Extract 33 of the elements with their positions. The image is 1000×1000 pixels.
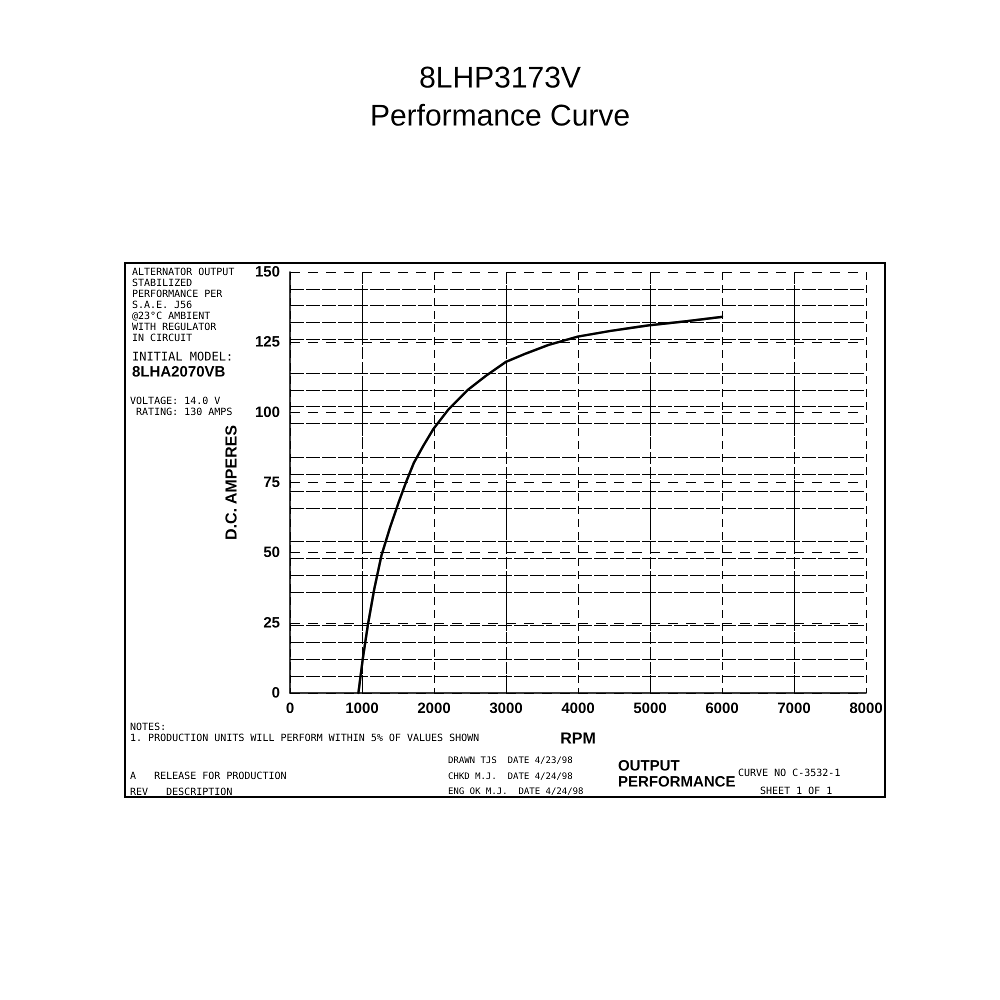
x-tick-label: 0 bbox=[286, 700, 294, 717]
text: SHEET 1 OF 1 bbox=[760, 786, 832, 797]
y-tick-label: 125 bbox=[254, 334, 280, 351]
y-tick-label: 0 bbox=[272, 684, 280, 702]
y-tick-label: 75 bbox=[263, 474, 280, 491]
chart-title: 8LHP3173V bbox=[419, 62, 581, 94]
x-tick-label: 4000 bbox=[561, 700, 595, 717]
y-tick-label: 100 bbox=[254, 404, 280, 421]
y-tick-label: 150 bbox=[254, 264, 280, 280]
text: NOTES: 1. PRODUCTION UNITS WILL PERFORM WITHIN 5% OF VALUES SHOWN bbox=[130, 722, 480, 744]
y-axis-title: D.C. AMPERES bbox=[224, 424, 240, 540]
text: A RELEASE FOR PRODUCTION bbox=[130, 771, 287, 782]
x-axis-title: RPM bbox=[560, 730, 596, 748]
text: INITIAL MODEL: bbox=[132, 350, 234, 364]
x-tick-label: 3000 bbox=[489, 700, 523, 717]
text: VOLTAGE: 14.0 V RATING: 130 AMPS bbox=[130, 396, 232, 418]
text: REV DESCRIPTION bbox=[130, 787, 232, 798]
text: ENG OK M.J. DATE 4/24/98 bbox=[448, 787, 584, 797]
x-tick-label: 1000 bbox=[345, 700, 379, 717]
text: CHKD M.J. DATE 4/24/98 bbox=[448, 772, 573, 782]
text: OUTPUT PERFORMANCE bbox=[618, 758, 736, 790]
x-tick-label: 7000 bbox=[777, 700, 811, 717]
x-tick-label: 6000 bbox=[705, 700, 739, 717]
text: 8LHA2070VB bbox=[132, 364, 226, 380]
x-tick-label: 2000 bbox=[417, 700, 451, 717]
y-tick-label: 25 bbox=[263, 614, 280, 632]
y-tick-label: 50 bbox=[263, 544, 280, 562]
x-tick-label: 5000 bbox=[633, 700, 667, 717]
chart-subtitle: Performance Curve bbox=[370, 100, 630, 132]
text: DRAWN TJS DATE 4/23/98 bbox=[448, 756, 573, 766]
text: ALTERNATOR OUTPUT STABILIZED PERFORMANCE PER S.A.E. J56 @23°C AMBIENT WITH REGULATOR IN CIRCUIT bbox=[132, 267, 234, 344]
x-tick-label: 8000 bbox=[849, 700, 883, 717]
text: CURVE NO C-3532-1 bbox=[738, 768, 840, 779]
